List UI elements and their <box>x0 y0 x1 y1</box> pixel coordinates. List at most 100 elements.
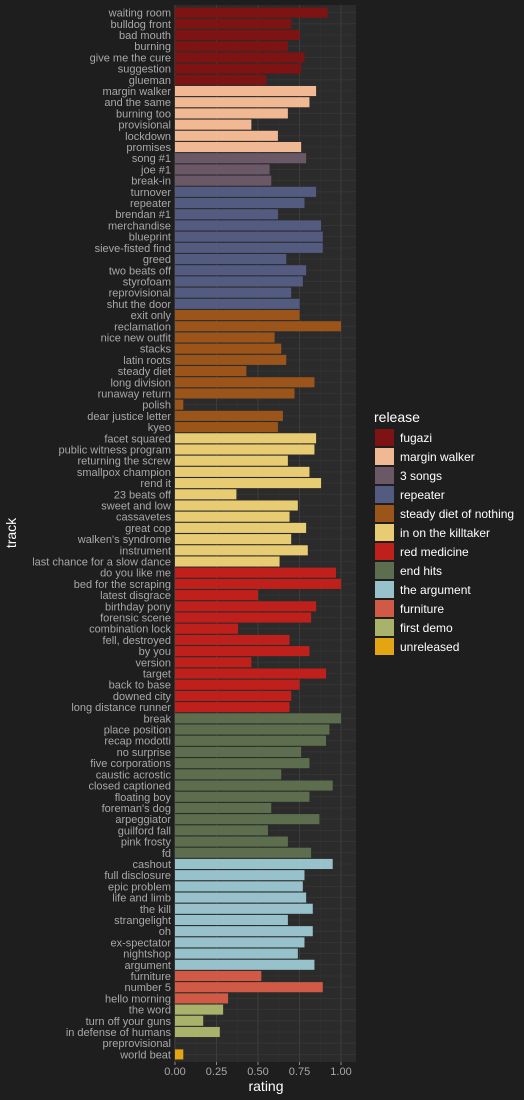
track-label: floating boy <box>115 792 172 804</box>
bar <box>175 276 303 287</box>
bar <box>175 466 310 477</box>
track-label: back to base <box>109 680 171 692</box>
bar <box>175 119 252 130</box>
track-label: arpeggiator <box>115 814 171 826</box>
legend-label: unreleased <box>400 640 459 654</box>
bar <box>175 702 290 713</box>
track-label: nightshop <box>123 949 171 961</box>
track-label: by you <box>139 646 171 658</box>
track-label: song #1 <box>132 153 171 165</box>
bar <box>175 433 317 444</box>
bar <box>175 892 307 903</box>
track-label: steady diet <box>118 366 171 378</box>
bar <box>175 836 288 847</box>
bar <box>175 1004 224 1015</box>
bar <box>175 366 247 377</box>
bar <box>175 534 292 545</box>
track-label: kyeo <box>148 422 171 434</box>
track-label: nice new outfit <box>101 332 171 344</box>
track-label: preprovisional <box>103 1038 171 1050</box>
track-label: furniture <box>131 971 171 983</box>
track-label: fell, destroyed <box>103 635 171 647</box>
track-label: polish <box>142 400 171 412</box>
track-label: great cop <box>125 523 171 535</box>
track-label: 23 beats off <box>114 489 172 501</box>
track-label: give me the cure <box>90 52 171 64</box>
bar <box>175 926 313 937</box>
track-label: returning the screw <box>77 456 171 468</box>
bar <box>175 903 313 914</box>
track-label: life and limb <box>112 893 171 905</box>
bar <box>175 164 270 175</box>
bar <box>175 556 280 567</box>
bar <box>175 724 330 735</box>
bar <box>175 769 282 780</box>
bar <box>175 231 323 242</box>
bar <box>175 410 283 421</box>
bar <box>175 970 262 982</box>
bar <box>175 209 278 220</box>
legend-label: furniture <box>400 602 444 616</box>
bar <box>175 153 307 164</box>
track-label: burning too <box>116 108 171 120</box>
legend-swatch <box>375 505 394 522</box>
legend-swatch <box>375 448 394 465</box>
track-label: number 5 <box>125 982 171 994</box>
bar <box>175 758 310 769</box>
track-label: long distance runner <box>71 702 171 714</box>
track-label: bulldog front <box>110 19 171 31</box>
x-tick-labels: 0.00 0.25 0.50 0.75 1.00 <box>164 1062 352 1078</box>
track-label: sieve-fisted find <box>95 243 171 255</box>
track-label: epic problem <box>108 881 171 893</box>
bar <box>175 858 333 870</box>
bar <box>175 982 323 993</box>
bar <box>175 321 341 332</box>
bar <box>175 735 327 746</box>
legend-label: fugazi <box>400 431 432 445</box>
track-label: target <box>143 669 171 681</box>
y-axis-title: track <box>3 517 19 548</box>
legend-swatch <box>375 467 394 484</box>
track-label: cashout <box>132 859 171 871</box>
bar <box>175 668 327 679</box>
x-axis-title: rating <box>248 1078 283 1094</box>
legend-swatch <box>375 638 394 655</box>
bar <box>175 478 322 489</box>
bar <box>175 590 258 601</box>
bar <box>175 1026 220 1038</box>
track-label: forensic scene <box>100 613 171 625</box>
bar <box>175 993 229 1004</box>
panel-background <box>174 5 356 1062</box>
bar <box>175 377 315 388</box>
legend-label: margin walker <box>400 450 475 464</box>
bar <box>175 242 323 253</box>
legend-label: in on the killtaker <box>400 526 490 540</box>
bars <box>175 7 341 1060</box>
legend: release fugazi margin walker 3 songs repeat… <box>374 409 514 655</box>
track-label: promises <box>126 142 171 154</box>
bar <box>175 959 315 970</box>
track-label: suggestion <box>118 64 171 76</box>
track-label: bad mouth <box>119 30 171 42</box>
bar <box>175 343 282 354</box>
legend-swatch <box>375 562 394 579</box>
track-label: combination lock <box>89 624 171 636</box>
x-tick-label: 0.50 <box>247 1066 268 1078</box>
bar <box>175 881 303 892</box>
bar <box>175 108 288 119</box>
track-label: styrofoam <box>123 276 171 288</box>
legend-label: red medicine <box>400 545 469 559</box>
bar <box>175 141 302 153</box>
bar <box>175 578 341 589</box>
legend-swatch <box>375 429 394 446</box>
bar <box>175 634 290 645</box>
bar <box>175 545 308 556</box>
track-label: the word <box>129 1005 171 1017</box>
bar <box>175 354 287 365</box>
track-label: provisional <box>118 120 171 132</box>
track-label: fd <box>162 848 171 860</box>
track-label: exit only <box>131 310 172 322</box>
track-label: instrument <box>120 545 171 557</box>
track-label: joe #1 <box>140 164 171 176</box>
